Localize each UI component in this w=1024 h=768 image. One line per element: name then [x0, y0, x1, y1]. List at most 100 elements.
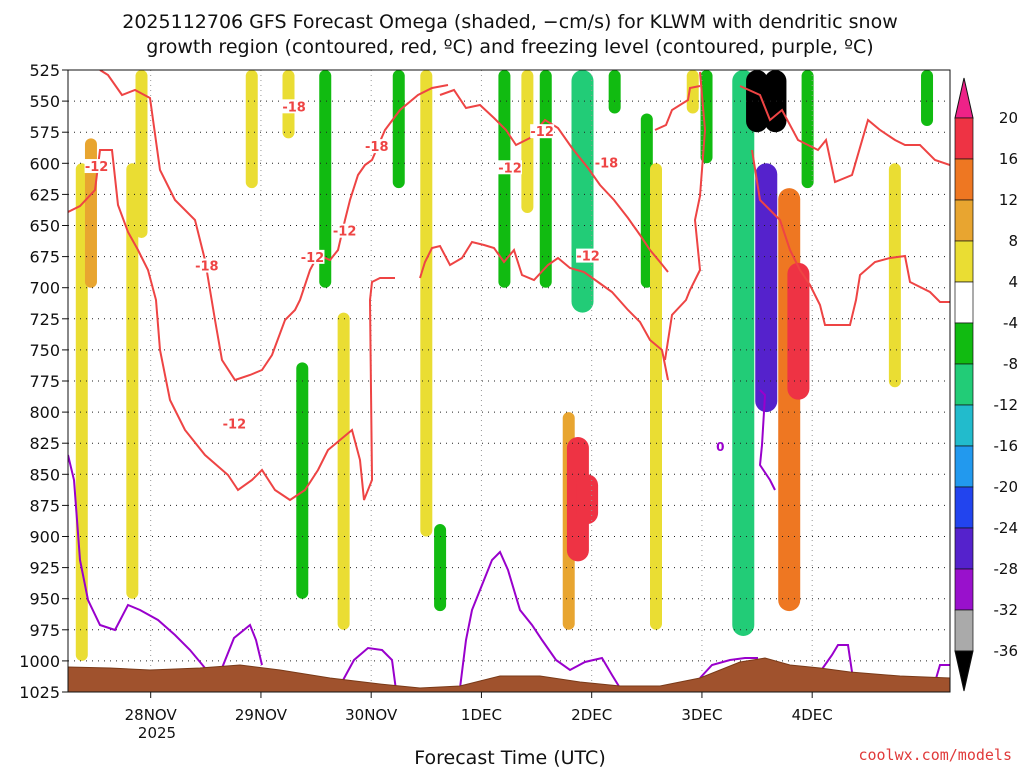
omega-shade-19 [608, 70, 621, 114]
omega-shade-1 [84, 138, 97, 288]
y-tick-label-925: 925 [29, 559, 60, 578]
red-contour-label-3: -18 [282, 100, 306, 115]
freezing-level-4dec [819, 644, 853, 673]
contour-minus-12-east [664, 71, 707, 361]
colorbar-band-5 [954, 322, 974, 365]
omega-shade-7 [319, 70, 332, 288]
y-tick-label-750: 750 [29, 341, 60, 360]
colorbar-band-10 [954, 527, 974, 570]
y-tick-label-575: 575 [29, 123, 60, 142]
freezing-level-1dec [459, 550, 621, 689]
omega-shading [75, 70, 934, 661]
x-tick-label-2: 30NOV [345, 706, 398, 724]
contour-minus-12-west [68, 149, 395, 502]
y-tick-label-1025: 1025 [19, 683, 60, 702]
y-tick-label-975: 975 [29, 621, 60, 640]
omega-shade-10 [420, 70, 433, 537]
red-contour-label-bg-0 [84, 159, 109, 174]
y-tick-label-600: 600 [29, 154, 60, 173]
contour-minus-18-west [99, 70, 449, 382]
colorbar-label-8: -16 [994, 437, 1019, 455]
site-credit: coolwx.com/models [858, 746, 1012, 764]
contour-minus-12-far-east [751, 149, 950, 326]
omega-shade-3 [135, 70, 148, 238]
red-contour-label-9: -18 [595, 156, 619, 171]
freezing-level-east [934, 664, 950, 683]
colorbar-label-9: -20 [994, 478, 1019, 496]
red-contour-label-bg-1 [194, 258, 219, 273]
x-axis-title: Forecast Time (UTC) [414, 747, 605, 768]
colorbar-label-0: 20 [999, 109, 1018, 127]
x-tick-label-0: 28NOV [125, 706, 178, 724]
chart-title-line-1: 2025112706 GFS Forecast Omega (shaded, −… [122, 11, 897, 33]
colorbar-label-10: -24 [994, 519, 1019, 537]
red-contour-label-8: -12 [530, 125, 554, 140]
omega-shade-32 [921, 70, 934, 126]
colorbar-label-3: 8 [1008, 232, 1018, 250]
red-contour-label-bg-6 [364, 139, 389, 154]
red-contour-label-1: -18 [195, 260, 219, 275]
red-contour-label-7: -12 [498, 161, 522, 176]
colorbar-band-0 [954, 117, 974, 160]
red-contour-label-bg-5 [332, 223, 357, 238]
y-tick-label-825: 825 [29, 434, 60, 453]
colorbar-band-2 [954, 199, 974, 242]
contour-minus-18-far-east [739, 85, 950, 184]
omega-shade-20 [640, 113, 653, 288]
red-contour-label-10: -12 [576, 250, 600, 265]
y-axis-ticks: 525 550 575 600 625 650 675 700 725 750 775 800 825 8… [19, 61, 68, 702]
colorbar-band-12 [954, 609, 974, 652]
colorbar-band-9 [954, 486, 974, 529]
red-contour-label-5: -12 [333, 225, 357, 240]
omega-shade-26 [755, 163, 778, 413]
y-tick-label-675: 675 [29, 248, 60, 267]
colorbar-label-6: -8 [1003, 355, 1018, 373]
red-contour-label-6: -18 [365, 140, 389, 155]
y-tick-label-625: 625 [29, 185, 60, 204]
freezing-level-30nov [341, 646, 397, 691]
y-tick-label-850: 850 [29, 465, 60, 484]
colorbar-band-7 [954, 404, 974, 447]
omega-shade-31 [888, 163, 901, 388]
colorbar-label-7: -12 [994, 396, 1019, 414]
omega-shade-4 [245, 70, 258, 189]
freezing-level-contours [68, 389, 950, 691]
colorbar-label-13: -36 [994, 642, 1019, 660]
red-contour-label-bg-10 [576, 248, 601, 263]
x-tick-label-1: 29NOV [235, 706, 288, 724]
y-tick-label-725: 725 [29, 310, 60, 329]
omega-shade-30 [801, 70, 814, 189]
y-tick-label-900: 900 [29, 528, 60, 547]
omega-shade-24 [732, 70, 755, 637]
x-year-label: 2025 [138, 724, 176, 742]
plot-area [68, 70, 950, 692]
x-tick-label-4: 2DEC [571, 706, 612, 724]
contour-minus-18-center [439, 88, 669, 273]
omega-shade-21 [650, 163, 662, 630]
y-tick-label-775: 775 [29, 372, 60, 391]
omega-shade-27 [764, 70, 787, 133]
red-contour-label-2: -12 [223, 418, 247, 433]
omega-shade-8 [337, 312, 350, 630]
red-contour-label-bg-4 [300, 249, 325, 264]
y-tick-label-950: 950 [29, 590, 60, 609]
freezing-level-29nov [221, 623, 263, 669]
freezing-level-3dec [699, 657, 758, 679]
omega-shade-22 [686, 70, 699, 114]
terrain-fill [68, 657, 950, 692]
colorbar-label-4: 4 [1008, 273, 1018, 291]
purple-contour-label-0: 0 [716, 440, 724, 454]
freezing-level-west [68, 454, 206, 669]
contour-minus-12-center [419, 240, 669, 381]
omega-shade-29 [787, 262, 810, 400]
colorbar-bottom-arrow [954, 650, 974, 692]
x-tick-label-6: 4DEC [792, 706, 833, 724]
omega-shade-9 [392, 70, 405, 189]
colorbar-label-5: -4 [1003, 314, 1018, 332]
colorbar-label-11: -28 [994, 560, 1019, 578]
colorbar-band-8 [954, 445, 974, 488]
omega-shade-13 [521, 70, 534, 214]
y-tick-label-1000: 1000 [19, 652, 60, 671]
red-contour-label-bg-9 [594, 155, 619, 170]
